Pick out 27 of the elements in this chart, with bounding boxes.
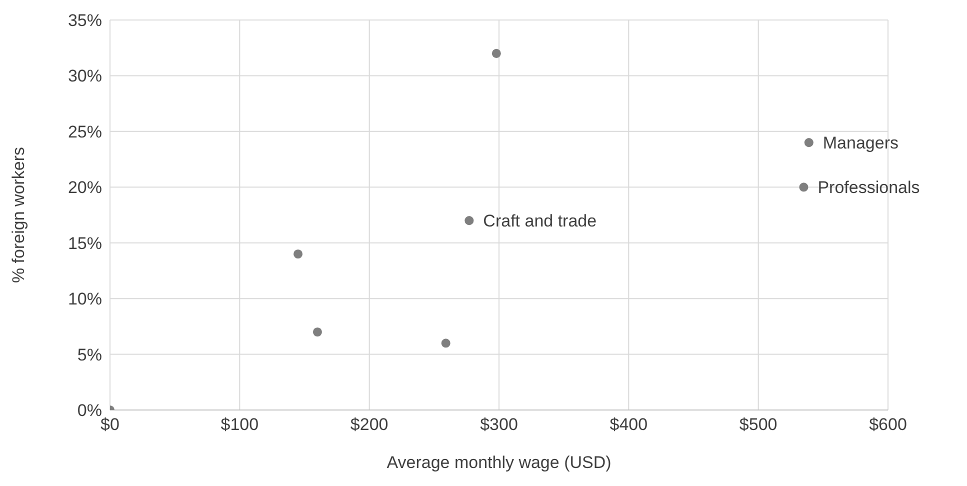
x-tick-label: $100 — [220, 415, 259, 434]
x-tick-label: $500 — [739, 415, 778, 434]
point — [804, 138, 814, 148]
x-tick-label: $300 — [480, 415, 518, 434]
y-tick-label: 30% — [68, 66, 102, 86]
y-axis-title: % foreign workers — [9, 146, 28, 284]
annotation: Craft and trade — [483, 212, 597, 231]
x-tick-label: $400 — [610, 415, 648, 434]
y-tick-label: 20% — [68, 178, 102, 198]
x-axis-title: Average monthly wage (USD) — [386, 453, 612, 472]
point — [312, 327, 322, 337]
x-tick-label: $200 — [350, 415, 388, 434]
point — [799, 182, 808, 192]
y-tick-label: 10% — [68, 290, 102, 309]
annotation: Professionals — [818, 178, 920, 198]
y-tick-label: 15% — [68, 234, 102, 253]
x-tick-label: $600 — [869, 415, 907, 434]
y-tick-label: 5% — [77, 345, 102, 364]
annotation: Managers — [822, 134, 899, 153]
y-tick-label: 25% — [68, 122, 102, 142]
point — [441, 338, 450, 348]
y-tick-label: 35% — [68, 11, 102, 30]
point — [294, 249, 303, 259]
x-tick-label: $0 — [100, 415, 120, 434]
point — [464, 216, 474, 226]
point — [492, 48, 501, 58]
y-tick-label: 0% — [77, 401, 102, 420]
